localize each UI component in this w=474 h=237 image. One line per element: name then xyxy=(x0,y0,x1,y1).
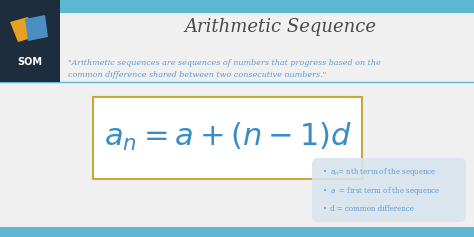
Text: d = common difference: d = common difference xyxy=(330,205,414,213)
Text: •: • xyxy=(323,169,327,175)
Text: $a_n$= nth term of the sequence: $a_n$= nth term of the sequence xyxy=(330,166,437,178)
Bar xyxy=(0,227,474,237)
Text: •: • xyxy=(323,188,327,194)
Text: $a$  = first term of the sequence: $a$ = first term of the sequence xyxy=(330,185,440,197)
Bar xyxy=(0,0,60,82)
Text: SOM: SOM xyxy=(18,57,43,67)
Polygon shape xyxy=(10,17,35,42)
Text: "Arithmetic sequences are sequences of numbers that progress based on the
common: "Arithmetic sequences are sequences of n… xyxy=(68,59,381,79)
FancyBboxPatch shape xyxy=(312,158,466,222)
Text: •: • xyxy=(323,206,327,212)
Text: Arithmetic Sequence: Arithmetic Sequence xyxy=(184,18,376,36)
FancyBboxPatch shape xyxy=(93,97,362,179)
Bar xyxy=(0,0,474,13)
Polygon shape xyxy=(25,15,48,41)
Text: $a_n = a + (n-1)d$: $a_n = a + (n-1)d$ xyxy=(104,121,352,153)
